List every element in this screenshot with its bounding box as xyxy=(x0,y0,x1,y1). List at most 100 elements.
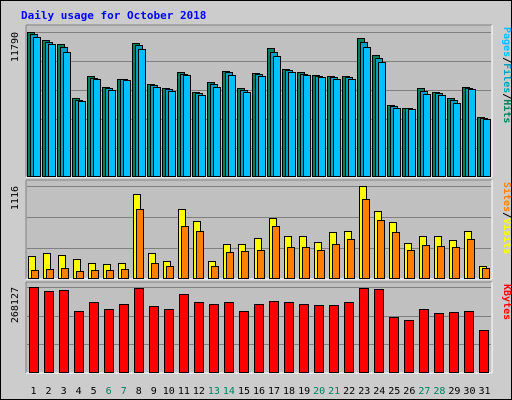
bar-pages-day-8 xyxy=(138,49,146,177)
x-tick-label-day-29: 29 xyxy=(448,386,460,397)
bar-pages-day-18 xyxy=(288,72,296,177)
bar-sites-day-29 xyxy=(452,247,460,279)
bar-pages-day-24 xyxy=(378,62,386,177)
panel-kbytes: 268127 KBytes xyxy=(10,281,512,374)
bar-pages-day-11 xyxy=(183,75,191,177)
bar-sites-day-20 xyxy=(317,250,325,279)
x-tick-label-day-23: 23 xyxy=(358,386,370,397)
bar-sites-day-10 xyxy=(166,266,174,279)
x-tick-label-day-16: 16 xyxy=(253,386,265,397)
legend-item-kbytes: KBytes xyxy=(501,284,512,320)
x-tick-label-day-6: 6 xyxy=(106,386,112,397)
bar-pages-day-25 xyxy=(393,108,401,177)
legend-separator: / xyxy=(501,93,512,99)
panel-pages_files_hits: 11790 Pages/Files/Hits xyxy=(10,24,512,178)
bar-pages-day-22 xyxy=(348,79,356,177)
x-tick-label-day-3: 3 xyxy=(61,386,67,397)
bar-sites-day-9 xyxy=(151,263,159,279)
bar-sites-day-24 xyxy=(377,220,385,279)
legend-item-visits: Visits xyxy=(501,218,512,254)
x-tick-label-day-30: 30 xyxy=(463,386,475,397)
bar-pages-day-12 xyxy=(198,95,206,177)
x-tick-label-day-10: 10 xyxy=(163,386,175,397)
x-tick-label-day-19: 19 xyxy=(298,386,310,397)
x-tick-label-day-11: 11 xyxy=(178,386,190,397)
bar-kbytes-day-28 xyxy=(434,313,444,373)
bar-kbytes-day-29 xyxy=(449,312,459,373)
bar-sites-day-28 xyxy=(437,246,445,279)
bar-kbytes-day-27 xyxy=(419,309,429,373)
x-tick-label-day-26: 26 xyxy=(403,386,415,397)
bar-kbytes-day-12 xyxy=(194,302,204,373)
bar-sites-day-30 xyxy=(467,239,475,279)
bar-pages-day-13 xyxy=(213,87,221,177)
x-tick-label-day-31: 31 xyxy=(478,386,490,397)
x-tick-label-day-9: 9 xyxy=(151,386,157,397)
bar-pages-day-30 xyxy=(468,89,476,177)
bar-sites-day-18 xyxy=(287,247,295,279)
bar-sites-day-2 xyxy=(46,269,54,279)
bar-pages-day-16 xyxy=(258,76,266,177)
x-tick-label-day-20: 20 xyxy=(313,386,325,397)
bar-kbytes-day-21 xyxy=(329,305,339,373)
bar-kbytes-day-25 xyxy=(389,317,399,373)
x-tick-label-day-7: 7 xyxy=(121,386,127,397)
bar-pages-day-21 xyxy=(333,79,341,177)
bar-pages-day-9 xyxy=(153,87,161,177)
bar-pages-day-23 xyxy=(363,47,371,177)
bar-kbytes-day-15 xyxy=(239,311,249,373)
axis-max-label-kbytes: 268127 xyxy=(10,287,21,323)
x-tick-label-day-27: 27 xyxy=(418,386,430,397)
bar-pages-day-17 xyxy=(273,56,281,177)
bar-sites-day-8 xyxy=(136,209,144,279)
bar-sites-day-17 xyxy=(272,226,280,279)
bar-kbytes-day-24 xyxy=(374,289,384,373)
bar-pages-day-19 xyxy=(303,75,311,177)
x-tick-label-day-1: 1 xyxy=(31,386,37,397)
bar-kbytes-day-6 xyxy=(104,309,114,373)
x-tick-label-day-14: 14 xyxy=(223,386,235,397)
bar-kbytes-day-19 xyxy=(299,304,309,373)
bar-pages-day-14 xyxy=(228,75,236,177)
bar-pages-day-15 xyxy=(243,92,251,177)
bar-kbytes-day-7 xyxy=(119,304,129,373)
bar-sites-day-1 xyxy=(31,270,39,279)
bar-sites-day-27 xyxy=(422,245,430,279)
bar-pages-day-2 xyxy=(48,44,56,177)
bar-pages-day-5 xyxy=(93,79,101,177)
x-tick-label-day-24: 24 xyxy=(373,386,385,397)
bar-kbytes-day-9 xyxy=(149,306,159,373)
x-tick-label-day-13: 13 xyxy=(208,386,220,397)
bar-sites-day-21 xyxy=(332,244,340,279)
x-axis-day-labels: 1 2 3 4 5 6 7 8 9 10 11 12 13 14 15 16 17 18 19 20 21 22 23 24 2… xyxy=(31,386,491,397)
bar-kbytes-day-11 xyxy=(179,294,189,373)
bar-kbytes-day-31 xyxy=(479,330,489,373)
bar-sites-day-5 xyxy=(91,270,99,279)
bar-sites-day-31 xyxy=(482,268,490,279)
bar-kbytes-day-1 xyxy=(29,287,39,373)
x-tick-label-day-18: 18 xyxy=(283,386,295,397)
bar-kbytes-day-30 xyxy=(464,311,474,373)
bar-kbytes-day-4 xyxy=(74,311,84,373)
bar-pages-day-26 xyxy=(408,109,416,177)
x-tick-label-day-12: 12 xyxy=(193,386,205,397)
bar-pages-day-27 xyxy=(423,94,431,177)
bar-kbytes-day-18 xyxy=(284,302,294,373)
bar-pages-day-7 xyxy=(123,80,131,177)
bar-kbytes-day-2 xyxy=(44,291,54,373)
legend-item-files: Files xyxy=(501,63,512,93)
bar-pages-day-6 xyxy=(108,90,116,177)
bar-pages-day-10 xyxy=(168,91,176,177)
legend-sites_visits: Sites/Visits xyxy=(501,182,512,254)
bar-kbytes-day-13 xyxy=(209,304,219,373)
legend-pages_files_hits: Pages/Files/Hits xyxy=(501,27,512,123)
bar-kbytes-day-16 xyxy=(254,304,264,373)
legend-item-hits: Hits xyxy=(501,99,512,123)
legend-item-sites: Sites xyxy=(501,182,512,212)
bar-sites-day-16 xyxy=(257,250,265,279)
bar-sites-day-25 xyxy=(392,232,400,279)
bar-pages-day-20 xyxy=(318,77,326,177)
bar-sites-day-7 xyxy=(121,269,129,279)
